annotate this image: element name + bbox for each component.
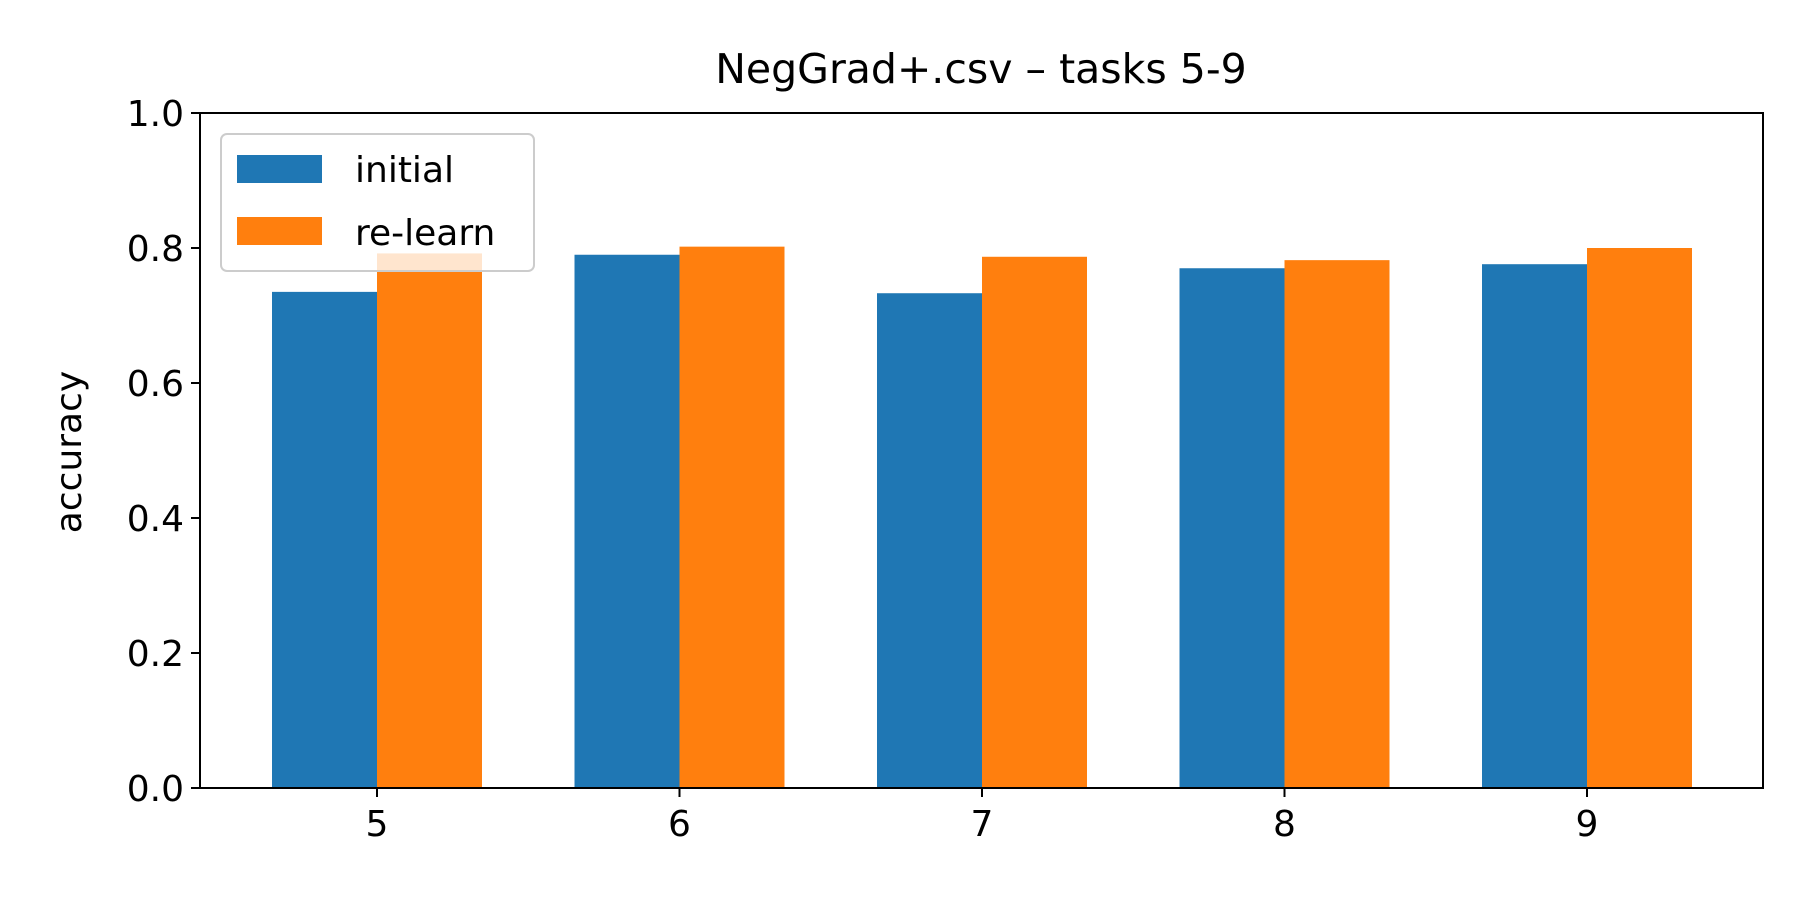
y-tick-label-0.6: 0.6 [127, 364, 184, 405]
y-tick-label-0.2: 0.2 [127, 634, 184, 675]
legend: initial re-learn [220, 133, 535, 272]
x-tick-label-8: 8 [1273, 804, 1296, 845]
bar-initial-task-9 [1482, 264, 1587, 788]
legend-swatch-re-learn [237, 217, 322, 245]
y-tick-label-0.4: 0.4 [127, 499, 184, 540]
bar-initial-task-7 [877, 293, 982, 788]
bar-initial-task-6 [574, 254, 680, 788]
y-axis-label: accuracy [49, 371, 90, 533]
legend-label-initial: initial [355, 150, 454, 191]
bar-initial-task-8 [1179, 268, 1285, 788]
bar-re-learn-task-8 [1284, 260, 1390, 788]
plot-frame [199, 112, 1764, 789]
x-tick-label-7: 7 [971, 804, 994, 845]
bar-re-learn-task-9 [1587, 248, 1692, 788]
x-tick-label-5: 5 [366, 804, 389, 845]
bars-group [272, 246, 1692, 788]
bar-initial-task-5 [272, 291, 377, 788]
y-tick-label-0.0: 0.0 [127, 769, 184, 810]
y-tick-label-1.0: 1.0 [127, 94, 184, 135]
x-tick-label-9: 9 [1576, 804, 1599, 845]
y-tick-label-0.8: 0.8 [127, 229, 184, 270]
legend-swatch-initial [237, 155, 322, 183]
legend-label-re-learn: re-learn [355, 213, 495, 254]
bar-re-learn-task-6 [679, 246, 785, 788]
bar-re-learn-task-5 [377, 253, 482, 788]
x-tick-label-6: 6 [668, 804, 691, 845]
x-ticks-group: 5 6 7 8 9 [366, 788, 1599, 845]
bar-re-learn-task-7 [982, 256, 1087, 788]
y-ticks-group: 0.0 0.2 0.4 0.6 0.8 1.0 [127, 94, 200, 810]
chart-title: NegGrad+.csv – tasks 5-9 [715, 45, 1246, 93]
